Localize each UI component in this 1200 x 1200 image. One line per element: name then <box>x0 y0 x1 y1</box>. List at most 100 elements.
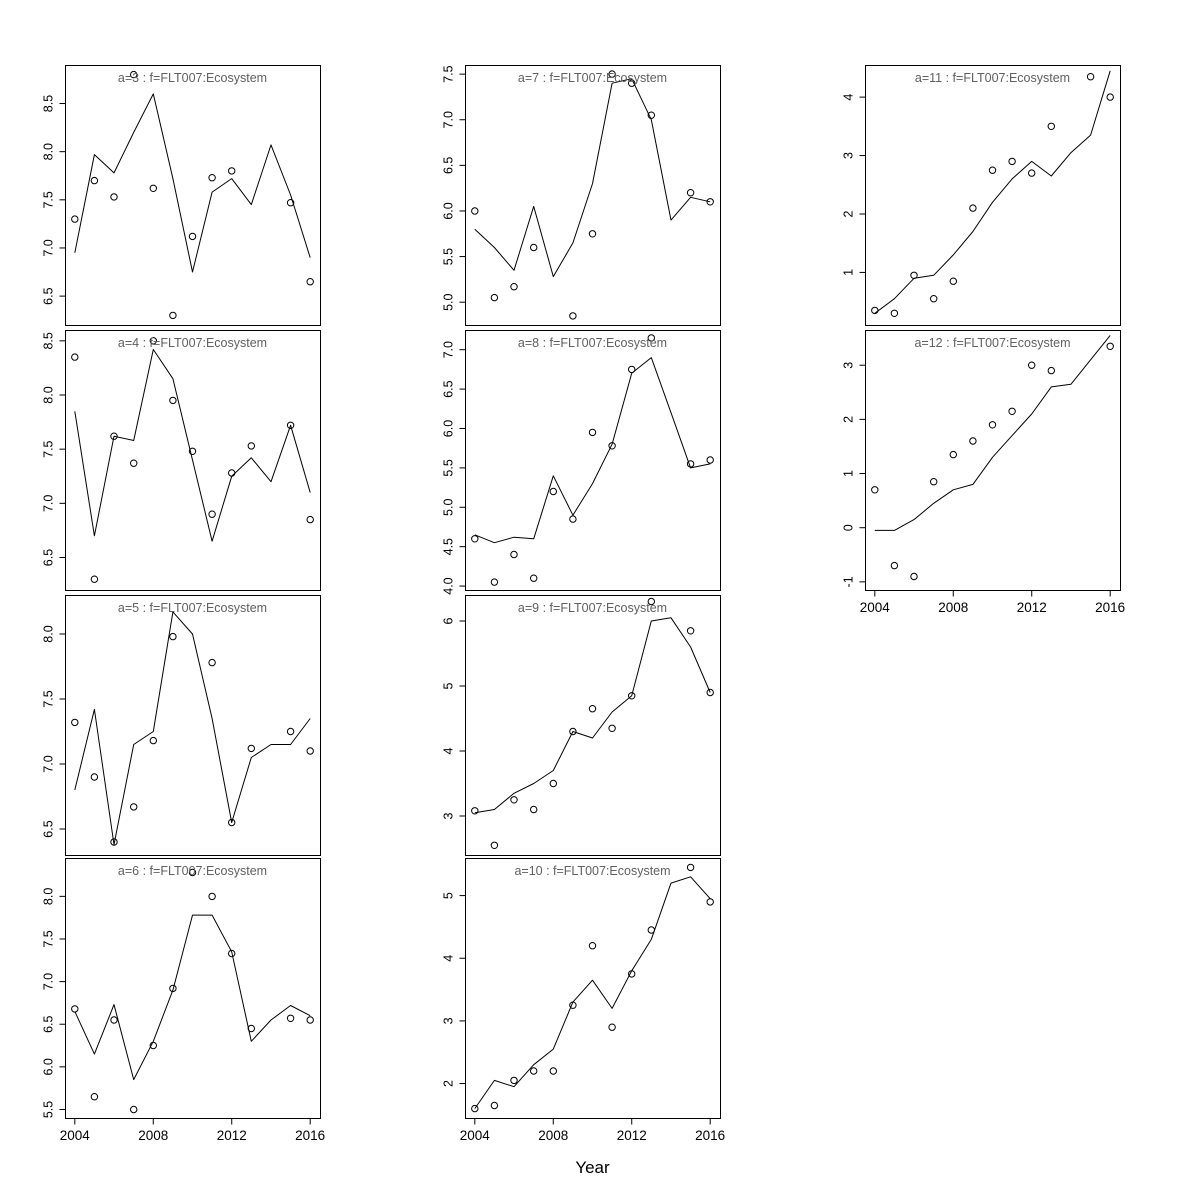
y-tick-label: 5 <box>441 892 455 899</box>
data-point <box>608 442 616 450</box>
y-tick-label: 5.0 <box>441 499 455 516</box>
data-point <box>130 803 138 811</box>
panel-a10: 2 3 4 5 2004 2008 2012 2016 a=10 : f=FLT007:Ecos… <box>420 858 730 1163</box>
fitted-line <box>474 78 711 278</box>
data-point <box>130 70 138 79</box>
data-point <box>988 166 997 174</box>
y-tick-label: 1 <box>841 470 855 477</box>
x-tick-label: 2004 <box>60 1128 91 1143</box>
y-tick-label: 8.0 <box>41 625 55 642</box>
panel-title: a=10 : f=FLT007:Ecosystem <box>514 864 670 878</box>
plot-border <box>65 65 321 326</box>
data-point <box>208 510 216 518</box>
data-point <box>608 1023 616 1031</box>
chart-a6: 5.5 6.0 6.5 7.0 7.5 8.0 2004 2008 2012 2016 a=6 : … <box>41 858 325 1143</box>
y-tick-label: 8.5 <box>41 95 55 112</box>
data-point <box>686 627 695 635</box>
x-tick-label: 2008 <box>538 1128 568 1143</box>
data-point <box>588 428 597 437</box>
y-tick-label: 8.0 <box>41 888 55 905</box>
y-tick-label: 3 <box>441 1017 455 1024</box>
panel-title: a=12 : f=FLT007:Ecosystem <box>914 336 1070 350</box>
y-tick-label: 8.5 <box>41 332 55 349</box>
data-point <box>988 421 997 429</box>
chart-a5: 6.5 7.0 7.5 8.0 a=5 : f=FLT007:Ecosystem <box>41 595 321 856</box>
chart-a12: -1 0 1 2 3 2004 2008 2012 2016 a=12 : f=FLT007:Ec… <box>841 330 1125 615</box>
panel-a3: 6.5 7.0 7.5 8.0 8.5 a=3 : f=FLT007:Ecosystem <box>20 65 330 370</box>
data-point <box>608 724 616 733</box>
data-point <box>706 688 714 697</box>
data-point <box>90 575 99 583</box>
y-tick-label: 4.5 <box>441 538 455 555</box>
data-point <box>110 193 118 201</box>
data-point <box>110 432 118 440</box>
data-point <box>188 868 197 877</box>
chart-a7: 5.0 5.5 6.0 6.5 7.0 7.5 a=7 : f=FLT007:Ecosyst… <box>441 65 721 326</box>
panel-a12: -1 0 1 2 3 2004 2008 2012 2016 a=12 : f=FLT007:Ec… <box>820 330 1130 635</box>
data-point <box>569 312 577 320</box>
panel-title: a=8 : f=FLT007:Ecosystem <box>518 336 667 350</box>
plot-border <box>865 65 1121 326</box>
data-point <box>530 574 538 582</box>
panel-title: a=7 : f=FLT007:Ecosystem <box>518 71 667 85</box>
data-point <box>549 1067 558 1075</box>
y-tick-label: 5.5 <box>441 248 455 265</box>
y-tick-label: 7.5 <box>41 191 55 208</box>
y-tick-label: 5.5 <box>41 1101 55 1118</box>
data-point <box>90 1093 99 1101</box>
x-tick-label: 2016 <box>695 1128 725 1143</box>
fitted-line <box>74 914 311 1081</box>
data-point <box>588 705 597 713</box>
x-tick-label: 2012 <box>1017 600 1047 615</box>
panel-title: a=6 : f=FLT007:Ecosystem <box>118 864 267 878</box>
data-point <box>149 736 158 745</box>
data-point <box>686 189 695 197</box>
chart-a11: 1 2 3 4 a=11 : f=FLT007:Ecosystem <box>841 65 1121 326</box>
panel-a7: 5.0 5.5 6.0 6.5 7.0 7.5 a=7 : f=FLT007:Ecosyst… <box>420 65 730 370</box>
y-tick-label: 4.0 <box>441 577 455 594</box>
data-point <box>890 561 899 570</box>
data-point <box>1028 169 1036 177</box>
y-tick-label: 3 <box>441 812 455 819</box>
data-point <box>90 176 99 185</box>
data-point <box>628 365 636 374</box>
chart-a3: 6.5 7.0 7.5 8.0 8.5 a=3 : f=FLT007:Ecosystem <box>41 65 321 326</box>
chart-a10: 2 3 4 5 2004 2008 2012 2016 a=10 : f=FLT007:Ecos… <box>441 858 725 1143</box>
data-point <box>910 271 918 280</box>
data-point <box>1008 157 1016 166</box>
data-point <box>628 692 636 700</box>
data-point <box>228 167 236 175</box>
panel-title: a=11 : f=FLT007:Ecosystem <box>915 71 1070 85</box>
data-point <box>228 469 236 477</box>
y-tick-label: 2 <box>441 1080 455 1087</box>
y-tick-label: 0 <box>841 524 855 531</box>
panel-a5: 6.5 7.0 7.5 8.0 a=5 : f=FLT007:Ecosystem <box>20 595 330 900</box>
chart-a8: 4.0 4.5 5.0 5.5 6.0 6.5 7.0 a=8 : f=FLT007:Ecos… <box>441 330 721 595</box>
data-point <box>110 1016 118 1024</box>
data-point <box>969 437 977 445</box>
data-point <box>706 198 714 206</box>
panel-a9: 3 4 5 6 a=9 : f=FLT007:Ecosystem <box>420 595 730 900</box>
data-point <box>530 243 538 252</box>
data-point <box>949 277 958 285</box>
data-point <box>706 898 714 906</box>
fitted-line <box>474 617 711 814</box>
data-point <box>169 984 177 993</box>
panel-a4: 6.5 7.0 7.5 8.0 8.5 a=4 : f=FLT007:Ecosystem <box>20 330 330 635</box>
data-point <box>871 306 879 315</box>
data-point <box>490 578 499 586</box>
data-point <box>510 283 518 291</box>
data-point <box>969 204 977 212</box>
y-tick-label: 6 <box>441 617 455 624</box>
y-tick-label: 7.0 <box>41 495 55 512</box>
data-point <box>647 334 656 342</box>
data-point <box>149 184 158 193</box>
plot-border <box>65 595 321 856</box>
data-point <box>910 572 918 581</box>
x-tick-label: 2016 <box>1095 600 1125 615</box>
y-tick-label: 7.5 <box>441 65 455 82</box>
fitted-line <box>74 349 311 542</box>
panel-a8: 4.0 4.5 5.0 5.5 6.0 6.5 7.0 a=8 : f=FLT007:Ecos… <box>420 330 730 635</box>
data-point <box>471 807 479 815</box>
y-tick-label: 7.0 <box>41 239 55 256</box>
